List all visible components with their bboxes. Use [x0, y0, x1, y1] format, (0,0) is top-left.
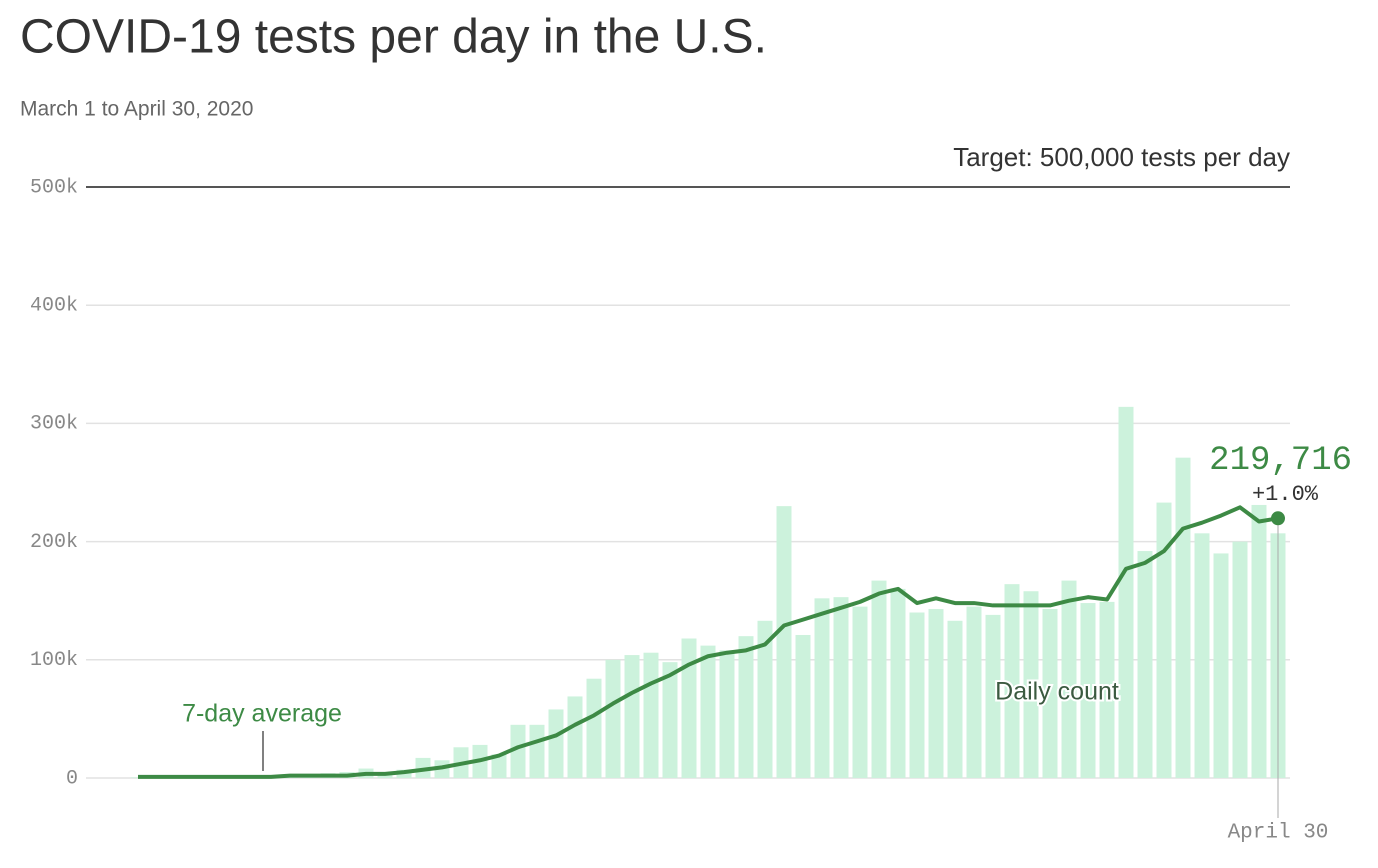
bar	[1213, 553, 1229, 778]
change-label: +1.0%	[1252, 482, 1319, 507]
bar	[1061, 580, 1077, 778]
bar	[833, 597, 849, 778]
bar	[662, 662, 678, 778]
bar	[814, 598, 830, 778]
bar	[586, 678, 602, 778]
bar	[1042, 608, 1058, 778]
bar	[795, 634, 811, 778]
bar	[909, 612, 925, 778]
y-tick-label: 100k	[30, 649, 78, 672]
chart-subtitle: March 1 to April 30, 2020	[20, 98, 253, 121]
bar	[529, 724, 545, 778]
bar	[985, 614, 1001, 778]
bar	[700, 645, 716, 778]
end-dot	[1271, 511, 1285, 526]
bar	[1023, 591, 1039, 778]
legend-line-label: 7-day average	[182, 700, 342, 728]
bar	[871, 580, 887, 778]
bar	[510, 724, 526, 778]
bar	[643, 652, 659, 778]
x-tick-label: April 30	[1228, 822, 1329, 845]
bar	[890, 588, 906, 778]
bar	[1156, 502, 1172, 778]
bar	[548, 709, 564, 778]
bar	[1118, 406, 1134, 778]
bar	[605, 659, 621, 778]
bar	[1099, 601, 1115, 778]
y-tick-label: 400k	[30, 294, 78, 317]
bar	[681, 638, 697, 778]
bar	[1251, 504, 1267, 778]
bar	[1175, 457, 1191, 778]
bar	[757, 620, 773, 778]
bar	[719, 650, 735, 778]
bar	[1004, 584, 1020, 778]
bar	[738, 636, 754, 778]
target-label: Target: 500,000 tests per day	[953, 142, 1290, 172]
y-tick-label: 500k	[30, 176, 78, 199]
bar	[1137, 551, 1153, 778]
y-tick-label: 200k	[30, 531, 78, 554]
line	[138, 505, 1279, 779]
y-tick-label: 300k	[30, 413, 78, 436]
bar	[1232, 541, 1248, 778]
bar	[852, 606, 868, 778]
bar	[947, 620, 963, 778]
bar	[928, 608, 944, 778]
bar	[624, 655, 640, 778]
chart-title: COVID-19 tests per day in the U.S.	[20, 11, 767, 64]
y-tick-label: 0	[66, 767, 78, 790]
legend-bar-label: Daily count	[995, 678, 1119, 706]
bar	[1080, 603, 1096, 778]
bar	[776, 506, 792, 778]
bar	[567, 696, 583, 778]
bar	[966, 606, 982, 778]
bar	[491, 754, 507, 778]
bar	[1194, 533, 1210, 778]
value-label: 219,716	[1209, 442, 1352, 480]
